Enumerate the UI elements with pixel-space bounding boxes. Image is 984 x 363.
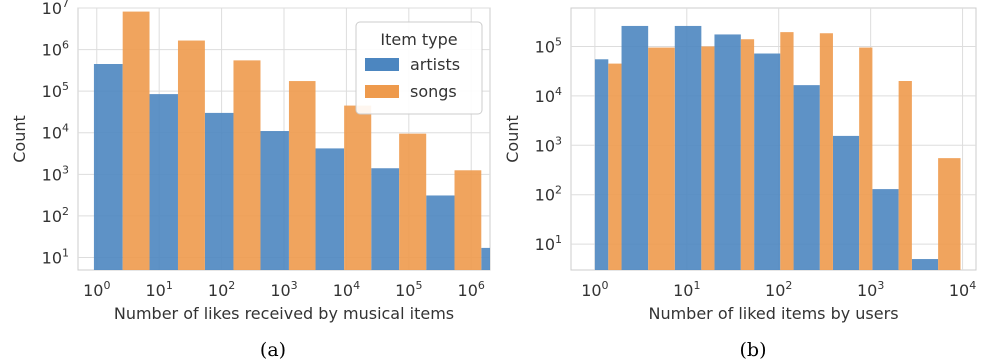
bar-songs: [454, 170, 482, 270]
bar-artists: [594, 59, 609, 270]
x-tick-label: 103: [857, 279, 884, 300]
y-tick-label: 101: [42, 246, 69, 267]
bar-artists: [93, 64, 123, 271]
y-axis-label: Count: [10, 115, 29, 163]
x-tick-label: 105: [395, 279, 422, 300]
bar-artists: [754, 53, 781, 270]
bar-artists: [911, 259, 939, 270]
x-tick-label: 102: [208, 279, 235, 300]
y-tick-label: 102: [42, 205, 69, 226]
bar-songs: [648, 47, 675, 270]
x-tick-label: 100: [83, 279, 110, 300]
x-tick-label: 103: [270, 279, 297, 300]
x-tick-label: 101: [673, 279, 700, 300]
bar-songs: [288, 81, 316, 270]
bar-artists: [315, 148, 345, 270]
bar-songs: [701, 46, 715, 270]
y-tick-label: 103: [42, 163, 69, 184]
legend-label-artists: artists: [410, 55, 460, 74]
bar-songs: [740, 39, 755, 271]
x-tick-label: 101: [146, 279, 173, 300]
caption-a: (a): [260, 339, 286, 361]
x-axis-label: Number of likes received by musical item…: [114, 304, 454, 323]
bar-artists: [793, 85, 820, 270]
bar-artists: [872, 189, 899, 270]
bar-songs: [859, 47, 873, 270]
bar-artists: [204, 112, 234, 271]
bar-songs: [122, 11, 150, 271]
bar-songs: [608, 63, 622, 271]
x-tick-label: 100: [581, 279, 608, 300]
legend-title: Item type: [380, 30, 457, 49]
y-tick-label: 101: [535, 233, 562, 254]
y-tick-label: 107: [42, 0, 69, 18]
legend: Item type artists songs: [355, 21, 483, 115]
legend-swatch-artists: [365, 58, 399, 71]
bar-songs: [177, 40, 205, 270]
panel-a-histogram: 100 101 102 103 104 105 106 101 102 103 104 105 106 1…: [10, 0, 491, 323]
bar-songs: [938, 158, 961, 270]
bar-songs: [819, 33, 833, 270]
bar-artists: [260, 131, 289, 270]
y-tick-label: 104: [42, 122, 69, 143]
legend-label-songs: songs: [410, 82, 457, 101]
x-tick-label: 102: [765, 279, 792, 300]
bar-artists: [832, 135, 860, 270]
y-tick-label: 102: [535, 184, 562, 205]
y-tick-label: 105: [42, 80, 69, 101]
y-tick-label: 104: [535, 85, 562, 106]
bar-artists: [481, 247, 490, 270]
bar-artists: [714, 34, 741, 270]
bar-songs: [399, 133, 427, 270]
bar-artists: [621, 25, 649, 271]
y-axis-label: Count: [503, 115, 522, 163]
y-tick-label: 103: [535, 134, 562, 155]
bar-artists: [674, 25, 702, 271]
x-tick-label: 106: [458, 279, 485, 300]
bar-songs: [780, 32, 794, 271]
x-tick-label: 104: [333, 279, 360, 300]
y-tick-label: 106: [42, 39, 69, 60]
x-tick-label: 104: [949, 279, 976, 300]
bar-artists: [426, 195, 455, 270]
y-tick-label: 105: [535, 35, 562, 56]
legend-swatch-songs: [365, 85, 399, 98]
bar-artists: [149, 94, 178, 271]
x-axis-label: Number of liked items by users: [648, 304, 898, 323]
bar-songs: [344, 105, 372, 271]
bar-songs: [233, 60, 261, 270]
caption-b: (b): [740, 339, 767, 361]
bar-songs: [898, 81, 912, 270]
bar-artists: [371, 168, 400, 270]
panel-b-histogram: 100 101 102 103 104 101 102 103 104 105 Number of …: [503, 7, 977, 323]
